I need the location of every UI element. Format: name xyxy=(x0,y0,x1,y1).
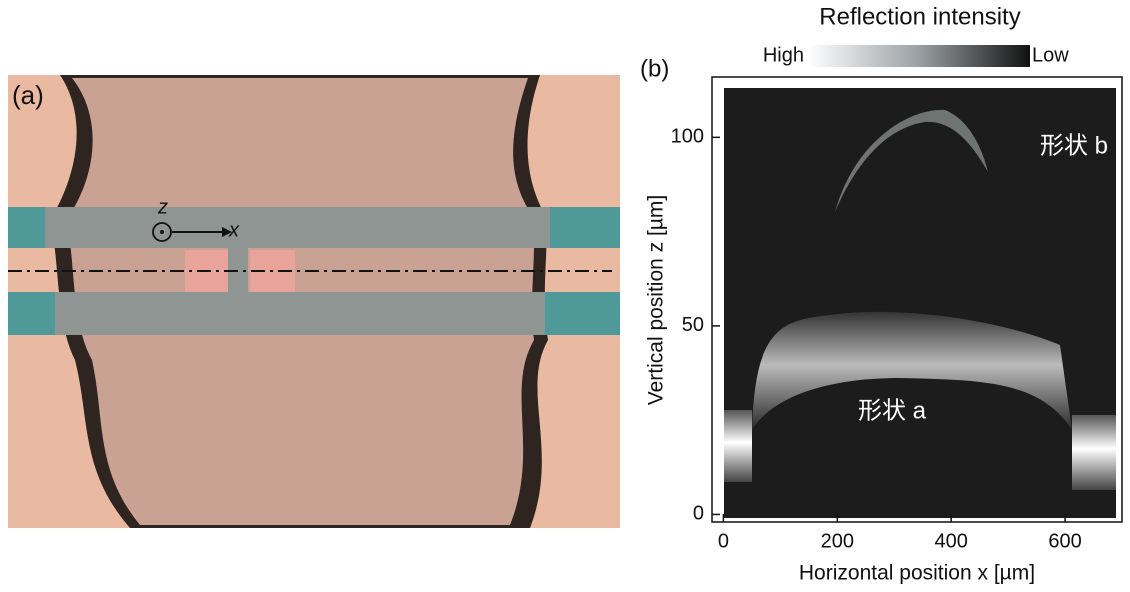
x-tick-label: 0 xyxy=(718,530,729,552)
y-tick-label: 50 xyxy=(682,314,704,336)
colorbar xyxy=(808,45,1030,67)
x-tick-label: 600 xyxy=(1048,530,1081,552)
photo xyxy=(8,75,620,528)
colorbar-label: High xyxy=(763,44,804,66)
colorbar-label: Low xyxy=(1032,44,1069,66)
axis-label: z xyxy=(157,196,168,218)
page: {"panel_a": {"label": "(a)", "axis_z": "… xyxy=(0,0,1130,592)
panel-label: (b) xyxy=(640,55,669,82)
x-axis-label: Horizontal position x [µm] xyxy=(799,562,1035,585)
y-axis-label: Vertical position z [µm] xyxy=(645,195,668,406)
annotation: 形状 b xyxy=(1040,132,1108,159)
figure: (a) z x (b) Reflection intensity High Lo… xyxy=(0,0,1130,587)
annotation: 形状 a xyxy=(858,397,927,424)
y-tick-label: 100 xyxy=(671,126,704,148)
x-tick-label: 400 xyxy=(934,530,967,552)
x-tick-label: 200 xyxy=(821,530,854,552)
colorbar-title: Reflection intensity xyxy=(819,3,1020,30)
panel-label: (a) xyxy=(12,80,44,110)
y-tick-label: 0 xyxy=(693,503,704,525)
axis-label: x xyxy=(228,219,240,241)
